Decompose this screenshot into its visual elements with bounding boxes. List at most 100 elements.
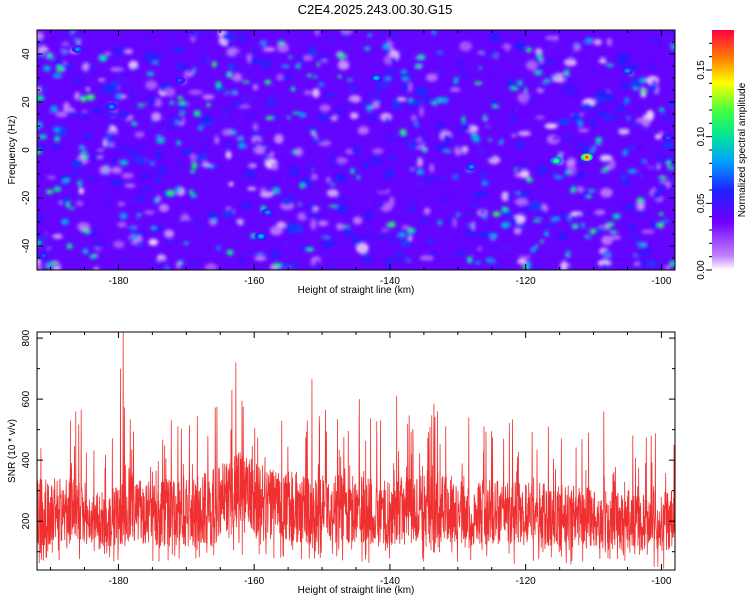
heatmap-patch — [472, 249, 483, 256]
heatmap-patch — [39, 172, 49, 177]
heatmap-speck — [624, 97, 630, 104]
heatmap-patch — [392, 251, 405, 262]
heatmap-speck — [479, 51, 484, 54]
heatmap-speck — [540, 239, 544, 243]
heatmap-speck — [452, 175, 459, 180]
heatmap-patch — [489, 32, 501, 42]
heatmap-patch — [400, 44, 410, 51]
x-tick-label: -100 — [651, 276, 671, 287]
heatmap-patch — [580, 189, 592, 198]
heatmap-gap — [410, 114, 417, 122]
heatmap-patch — [304, 211, 317, 219]
heatmap-speck — [543, 231, 550, 237]
heatmap-patch — [195, 225, 203, 234]
heatmap-speck — [605, 222, 615, 227]
heatmap-gap — [408, 236, 413, 241]
heatmap-speck — [474, 81, 483, 86]
heatmap-patch — [459, 94, 465, 101]
heatmap-patch — [114, 202, 121, 212]
heatmap-patch — [272, 84, 286, 91]
heatmap-gap — [459, 41, 472, 52]
heatmap-field — [37, 30, 675, 270]
heatmap-speck — [525, 47, 532, 53]
heatmap-patch — [249, 45, 259, 54]
heatmap-speck — [415, 65, 423, 69]
heatmap-patch — [152, 37, 164, 44]
heatmap-speck — [295, 63, 301, 69]
heatmap-patch — [514, 30, 524, 36]
heatmap-gap — [511, 133, 517, 138]
heatmap-speck — [50, 105, 58, 113]
heatmap-patch — [144, 52, 158, 62]
heatmap-gap — [93, 266, 100, 270]
heatmap-gap — [37, 263, 43, 270]
heatmap-patch — [234, 51, 247, 59]
heatmap-speck — [53, 186, 62, 193]
heatmap-speck — [584, 37, 594, 43]
heatmap-patch — [517, 190, 530, 199]
heatmap-patch — [667, 30, 675, 35]
heatmap-patch — [132, 67, 139, 72]
heatmap-patch — [486, 69, 496, 76]
x-tick-label: -140 — [380, 276, 400, 287]
heatmap-patch — [123, 250, 128, 258]
heatmap-patch — [39, 86, 47, 92]
heatmap-patch — [217, 163, 223, 169]
heatmap-speck — [37, 150, 42, 155]
heatmap-speck — [62, 50, 67, 56]
heatmap-speck — [666, 166, 675, 170]
heatmap-patch — [529, 201, 543, 211]
heatmap-speck — [77, 180, 83, 187]
heatmap-patch — [129, 30, 138, 35]
heatmap-speck — [153, 197, 159, 204]
heatmap-gap — [609, 235, 622, 240]
heatmap-patch — [242, 164, 249, 172]
y-tick-label: -20 — [21, 190, 32, 205]
heatmap-patch — [259, 142, 267, 147]
heatmap-patch — [60, 64, 73, 69]
heatmap-hotspot-6 — [71, 45, 84, 54]
heatmap-speck — [586, 195, 592, 199]
heatmap-speck — [264, 79, 272, 85]
heatmap-patch — [550, 171, 557, 178]
heatmap-speck — [251, 233, 255, 238]
heatmap-patch — [411, 168, 418, 178]
heatmap-speck — [349, 168, 355, 175]
heatmap-patch — [557, 118, 571, 126]
heatmap-speck — [38, 134, 48, 140]
heatmap-speck — [509, 86, 519, 91]
heatmap-speck — [554, 74, 560, 79]
heatmap-speck — [191, 162, 198, 169]
heatmap-gap — [545, 35, 556, 40]
heatmap-patch — [474, 191, 487, 197]
heatmap-patch — [276, 182, 290, 187]
heatmap-patch — [552, 135, 560, 141]
heatmap-patch — [231, 91, 240, 100]
heatmap-patch — [424, 146, 437, 152]
heatmap-patch — [420, 133, 428, 143]
heatmap-speck — [299, 183, 306, 189]
heatmap-patch — [367, 113, 378, 123]
heatmap-hotspot-1 — [550, 156, 563, 165]
heatmap-gap — [102, 138, 108, 148]
heatmap-speck — [290, 86, 296, 92]
heatmap-speck — [364, 46, 371, 51]
heatmap-gap — [594, 209, 606, 216]
heatmap-patch — [565, 135, 571, 140]
heatmap-patch — [409, 141, 423, 146]
heatmap-patch — [479, 209, 486, 215]
heatmap-gap — [318, 220, 329, 227]
heatmap-patch — [202, 144, 207, 152]
heatmap-patch — [651, 220, 657, 229]
heatmap-gap — [124, 183, 136, 188]
heatmap-patch — [282, 74, 292, 81]
heatmap-speck — [263, 158, 270, 162]
heatmap-speck — [659, 175, 667, 180]
heatmap-speck — [50, 261, 57, 266]
heatmap-speck — [192, 67, 196, 74]
heatmap-speck — [183, 241, 190, 245]
heatmap-patch — [375, 86, 382, 94]
y-tick-label: 600 — [21, 390, 32, 407]
heatmap-patch — [661, 34, 675, 44]
heatmap-gap — [407, 81, 413, 93]
